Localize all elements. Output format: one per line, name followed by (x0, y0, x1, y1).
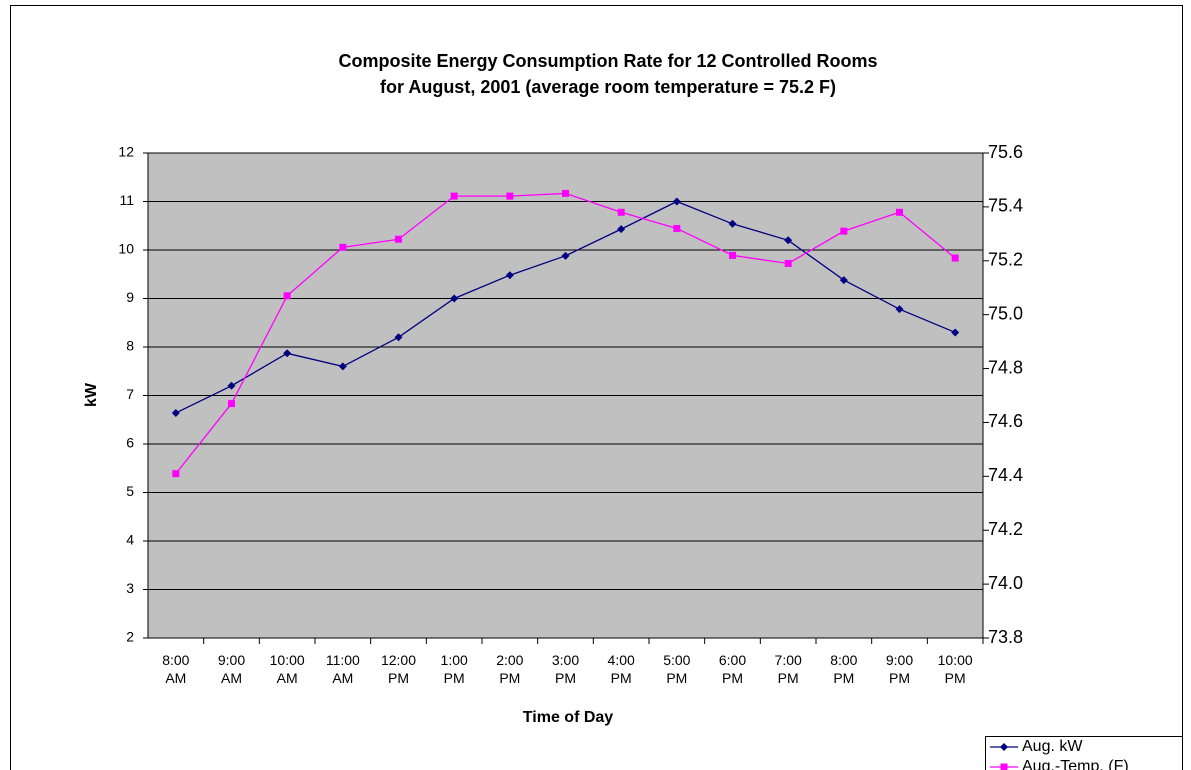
title-line: Composite Energy Consumption Rate for 12… (338, 51, 877, 71)
x-tick-label: 10:00 AM (270, 652, 305, 686)
y2-tick-label: 74.6 (988, 411, 1023, 431)
data-point (839, 276, 848, 285)
legend-box (985, 736, 1183, 770)
x-tick-label: 6:00 PM (719, 652, 746, 686)
x-tick-label: 11:00 AM (326, 652, 360, 686)
y2-tick-label: 74.0 (988, 573, 1023, 593)
data-point (617, 208, 625, 216)
y2-tick-label: 75.6 (988, 142, 1023, 162)
data-point (617, 225, 626, 234)
y-tick-label: 4 (126, 532, 134, 548)
y-axis-title: kW (83, 382, 100, 407)
x-tick-label: 7:00 PM (775, 652, 802, 686)
data-point (339, 243, 347, 251)
data-point (171, 408, 180, 417)
data-point (450, 294, 459, 303)
data-point (227, 381, 236, 390)
data-point (896, 208, 903, 216)
y2-tick-label: 73.8 (988, 627, 1023, 647)
data-point (951, 254, 959, 262)
y-tick-label: 2 (126, 629, 134, 645)
y-tick-label: 5 (126, 483, 134, 499)
data-point (506, 192, 514, 200)
data-point (394, 333, 403, 342)
data-point (172, 470, 180, 478)
y2-tick-label: 75.2 (988, 250, 1023, 270)
data-point (338, 362, 347, 371)
data-point (505, 271, 514, 280)
x-tick-label: 1:00 PM (441, 652, 468, 686)
y2-tick-label: 74.2 (988, 519, 1023, 539)
x-axis-title: Time of Day (523, 709, 614, 726)
y2-tick-label: 74.4 (988, 465, 1023, 485)
data-point (729, 251, 736, 259)
legend-marker (1000, 743, 1008, 751)
y-tick-label: 9 (126, 289, 134, 305)
data-point (895, 305, 904, 314)
data-point (395, 235, 402, 243)
data-point (784, 259, 792, 267)
data-point (951, 328, 960, 337)
x-tick-label: 12:00 PM (381, 652, 416, 686)
x-tick-label: 3:00 PM (552, 652, 579, 686)
y2-tick-label: 75.4 (988, 196, 1023, 216)
y-tick-label: 11 (119, 192, 134, 208)
y-tick-label: 8 (126, 338, 134, 354)
data-point (283, 292, 291, 300)
y-tick-label: 3 (126, 580, 134, 596)
data-point (562, 189, 569, 197)
y-tick-label: 10 (118, 241, 134, 257)
data-point (228, 400, 235, 408)
x-tick-label: 8:00 PM (830, 652, 857, 686)
x-tick-label: 10:00 PM (938, 652, 973, 686)
data-point (728, 219, 737, 228)
data-point (840, 227, 848, 235)
data-point (561, 251, 570, 260)
x-tick-label: 2:00 PM (496, 652, 523, 686)
y2-tick-label: 75.0 (988, 303, 1023, 323)
x-tick-label: 9:00 AM (218, 652, 245, 686)
x-tick-label: 9:00 PM (886, 652, 913, 686)
legend-marker (1000, 763, 1008, 770)
y-tick-label: 7 (126, 386, 134, 402)
data-point (283, 349, 292, 358)
title-line: for August, 2001 (average room temperatu… (380, 77, 836, 97)
x-tick-label: 8:00 AM (162, 652, 189, 686)
legend-label: Aug.-Temp. (F) (1022, 758, 1129, 770)
x-tick-label: 4:00 PM (608, 652, 635, 686)
data-point (672, 197, 681, 206)
y2-tick-label: 74.8 (988, 357, 1023, 377)
chart-title: Composite Energy Consumption Rate for 12… (338, 51, 877, 97)
y-tick-label: 6 (126, 435, 134, 451)
x-tick-label: 5:00 PM (663, 652, 690, 686)
legend-label: Aug. kW (1022, 738, 1083, 755)
data-point (784, 236, 793, 245)
y-tick-label: 12 (118, 144, 134, 160)
data-point (673, 224, 681, 232)
data-point (450, 192, 458, 200)
